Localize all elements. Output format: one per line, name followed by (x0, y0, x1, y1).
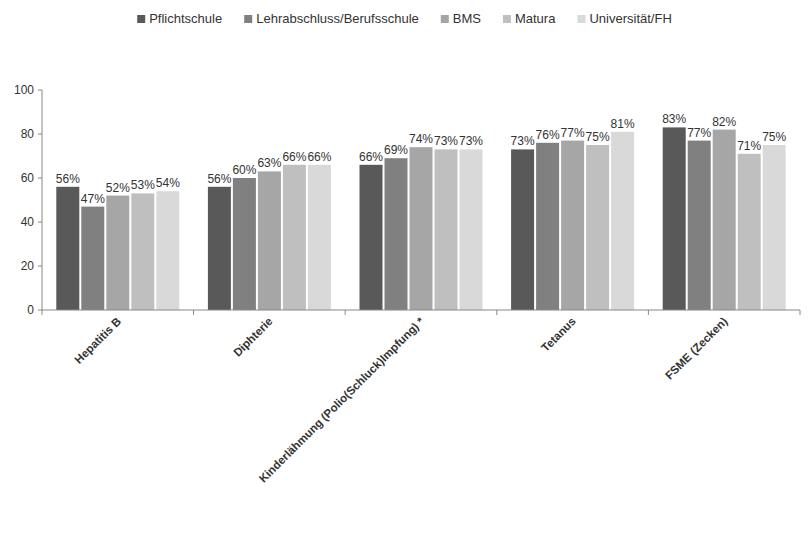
bar (56, 187, 79, 310)
y-tick (38, 178, 42, 179)
data-label: 63% (257, 156, 281, 170)
y-tick-label: 100 (14, 83, 34, 97)
y-tick-label: 40 (21, 215, 35, 229)
bar (738, 154, 761, 310)
data-label: 81% (611, 117, 635, 131)
x-tick-label: Hepatitis B (72, 315, 123, 366)
data-label: 77% (687, 126, 711, 140)
chart: 56%56%66%73%83%47%60%69%76%77%52%63%74%7… (0, 0, 809, 533)
legend-label: Universität/FH (589, 11, 671, 26)
bar (233, 178, 256, 310)
data-label: 66% (359, 150, 383, 164)
bar (713, 130, 736, 310)
data-label: 73% (459, 134, 483, 148)
bar (106, 196, 129, 310)
x-axis (42, 310, 800, 311)
x-tick-label: Tetanus (539, 315, 578, 354)
legend: Pflichtschule Lehrabschluss/Berufsschule B… (137, 11, 672, 26)
data-label: 53% (131, 178, 155, 192)
data-label: 82% (712, 115, 736, 129)
bar (460, 149, 483, 310)
data-label: 47% (81, 192, 105, 206)
y-tick-label: 0 (27, 303, 34, 317)
data-label: 56% (207, 172, 231, 186)
x-tick-label: Kinderlähmung (Polio(Schluck)Impfung) * (257, 315, 427, 485)
bar (511, 149, 534, 310)
y-axis (42, 90, 43, 310)
y-tick (38, 310, 42, 311)
data-label: 66% (282, 150, 306, 164)
data-label: 60% (232, 163, 256, 177)
data-label: 83% (662, 112, 686, 126)
y-tick (38, 266, 42, 267)
legend-label: Lehrabschluss/Berufsschule (256, 11, 419, 26)
bars (56, 127, 785, 310)
data-label: 52% (106, 181, 130, 195)
bar (81, 207, 104, 310)
x-tick (193, 310, 194, 315)
bar (283, 165, 306, 310)
bar (410, 147, 433, 310)
data-labels: 56%56%66%73%83%47%60%69%76%77%52%63%74%7… (56, 112, 787, 205)
data-label: 66% (307, 150, 331, 164)
bar (385, 158, 408, 310)
y-tick-label: 20 (21, 259, 35, 273)
data-label: 77% (561, 126, 585, 140)
bar (156, 191, 179, 310)
legend-swatch (503, 15, 511, 23)
x-tick (648, 310, 649, 315)
bar (561, 141, 584, 310)
bar (611, 132, 634, 310)
y-tick-label: 60 (21, 171, 35, 185)
data-label: 69% (384, 143, 408, 157)
legend-swatch (244, 15, 252, 23)
data-label: 76% (536, 128, 560, 142)
y-tick (38, 222, 42, 223)
data-label: 75% (762, 130, 786, 144)
data-label: 56% (56, 172, 80, 186)
x-tick (800, 310, 801, 315)
bar (308, 165, 331, 310)
legend-swatch (137, 15, 145, 23)
data-label: 73% (511, 134, 535, 148)
data-label: 71% (737, 139, 761, 153)
y-tick (38, 90, 42, 91)
bar (586, 145, 609, 310)
bar (435, 149, 458, 310)
bar (131, 193, 154, 310)
x-tick-label: FSME (Zecken) (663, 315, 730, 382)
x-tick-label: Diphterie (231, 315, 275, 359)
y-tick (38, 134, 42, 135)
legend-swatch (441, 15, 449, 23)
bar (258, 171, 281, 310)
y-tick-label: 80 (21, 127, 35, 141)
x-tick (496, 310, 497, 315)
bar (360, 165, 383, 310)
bar (688, 141, 711, 310)
data-label: 74% (409, 132, 433, 146)
bar (663, 127, 686, 310)
bar (208, 187, 231, 310)
bar (536, 143, 559, 310)
legend-label: Matura (515, 11, 556, 26)
data-label: 54% (156, 176, 180, 190)
legend-label: Pflichtschule (149, 11, 222, 26)
x-tick (345, 310, 346, 315)
legend-label: BMS (453, 11, 482, 26)
legend-swatch (577, 15, 585, 23)
bar (763, 145, 786, 310)
x-tick (42, 310, 43, 315)
data-label: 73% (434, 134, 458, 148)
data-label: 75% (586, 130, 610, 144)
